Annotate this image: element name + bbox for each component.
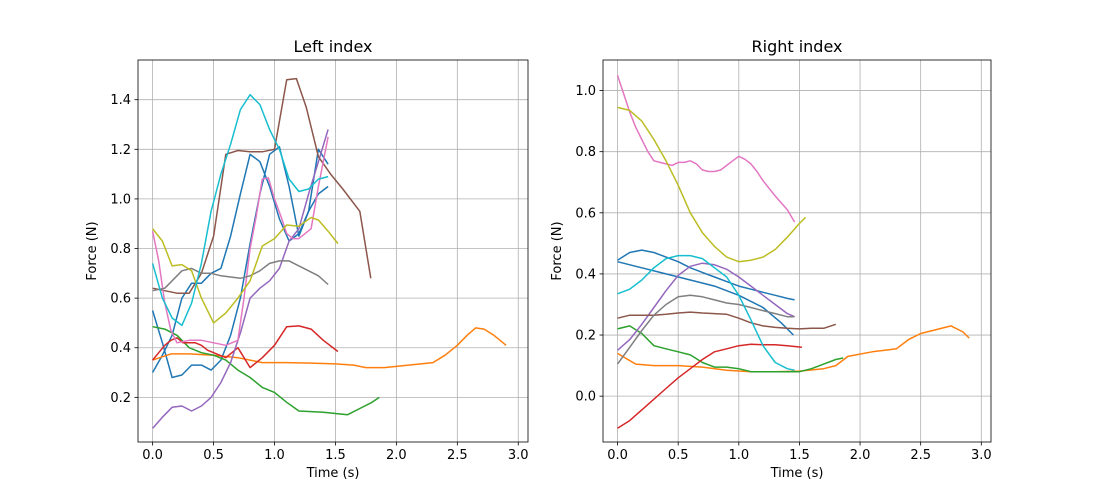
y-tick-label: 1.4 [110, 93, 131, 108]
series-group [616, 75, 970, 429]
y-axis-label: Force (N) [85, 221, 100, 280]
y-tick-label: 0.2 [110, 391, 131, 406]
series-line-7 [616, 75, 796, 223]
axes-frame [137, 59, 529, 443]
x-tick-label: 2.5 [447, 448, 468, 463]
series-line-0 [617, 260, 794, 336]
x-axis-label: Time (s) [306, 466, 360, 481]
series-line-4 [152, 325, 339, 369]
axes-frame [602, 59, 992, 443]
x-axis-label: Time (s) [770, 466, 824, 481]
y-tick-label: 0.4 [575, 267, 596, 282]
series-line-10 [151, 93, 329, 327]
x-tick-label: 1.5 [325, 448, 346, 463]
series-line-2 [617, 325, 970, 373]
y-tick-label: 1.0 [575, 84, 596, 99]
y-tick-label: 0.6 [575, 206, 596, 221]
grid [138, 60, 528, 442]
series-line-7 [151, 136, 329, 347]
y-tick-label: 0.8 [575, 145, 596, 160]
series-line-9 [152, 216, 339, 324]
series-group [151, 77, 507, 429]
series-line-3 [617, 325, 844, 373]
series-line-5 [152, 129, 329, 429]
series-line-6 [152, 77, 372, 294]
chart-title: Left index [294, 37, 373, 56]
y-tick-label: 0.0 [575, 390, 596, 405]
series-line-3 [152, 325, 380, 416]
x-tick-label: 0.5 [668, 448, 689, 463]
series-line-1 [617, 249, 795, 301]
series-line-8 [616, 294, 795, 365]
series-line-1 [151, 153, 329, 373]
y-tick-label: 0.6 [110, 292, 131, 307]
series-line-10 [617, 254, 795, 371]
series-line-4 [617, 343, 802, 429]
x-tick-label: 0.5 [203, 448, 224, 463]
subplot-left-index: 0.0 0.5 1.0 1.5 2.0 2.5 3.0 0.2 0.4 0.6 0.8 1.0 1.2 1… [85, 37, 529, 481]
series-line-0 [151, 146, 329, 379]
y-tick-label: 1.0 [110, 192, 131, 207]
x-tick-label: 3.0 [971, 448, 992, 463]
y-tick-label: 0.8 [110, 242, 131, 257]
x-tick-label: 3.0 [508, 448, 529, 463]
x-tick-label: 0.0 [142, 448, 163, 463]
subplot-right-index: 0.0 0.5 1.0 1.5 2.0 2.5 3.0 0.0 0.2 0.4 0.6 0.8 1.0 R… [550, 37, 992, 481]
y-axis-label: Force (N) [550, 221, 565, 280]
chart-title: Right index [752, 37, 843, 56]
y-tick-label: 0.2 [575, 329, 596, 344]
x-tick-label: 2.0 [386, 448, 407, 463]
x-tick-label: 0.0 [607, 448, 628, 463]
x-tick-label: 2.5 [910, 448, 931, 463]
series-line-8 [152, 260, 329, 292]
x-tick-label: 1.0 [264, 448, 285, 463]
x-tick-label: 1.0 [728, 448, 749, 463]
grid [603, 60, 991, 442]
y-tick-label: 0.4 [110, 341, 131, 356]
series-line-9 [617, 106, 807, 263]
y-tick-label: 1.2 [110, 143, 131, 158]
x-tick-label: 1.5 [789, 448, 810, 463]
x-tick-label: 2.0 [850, 448, 871, 463]
